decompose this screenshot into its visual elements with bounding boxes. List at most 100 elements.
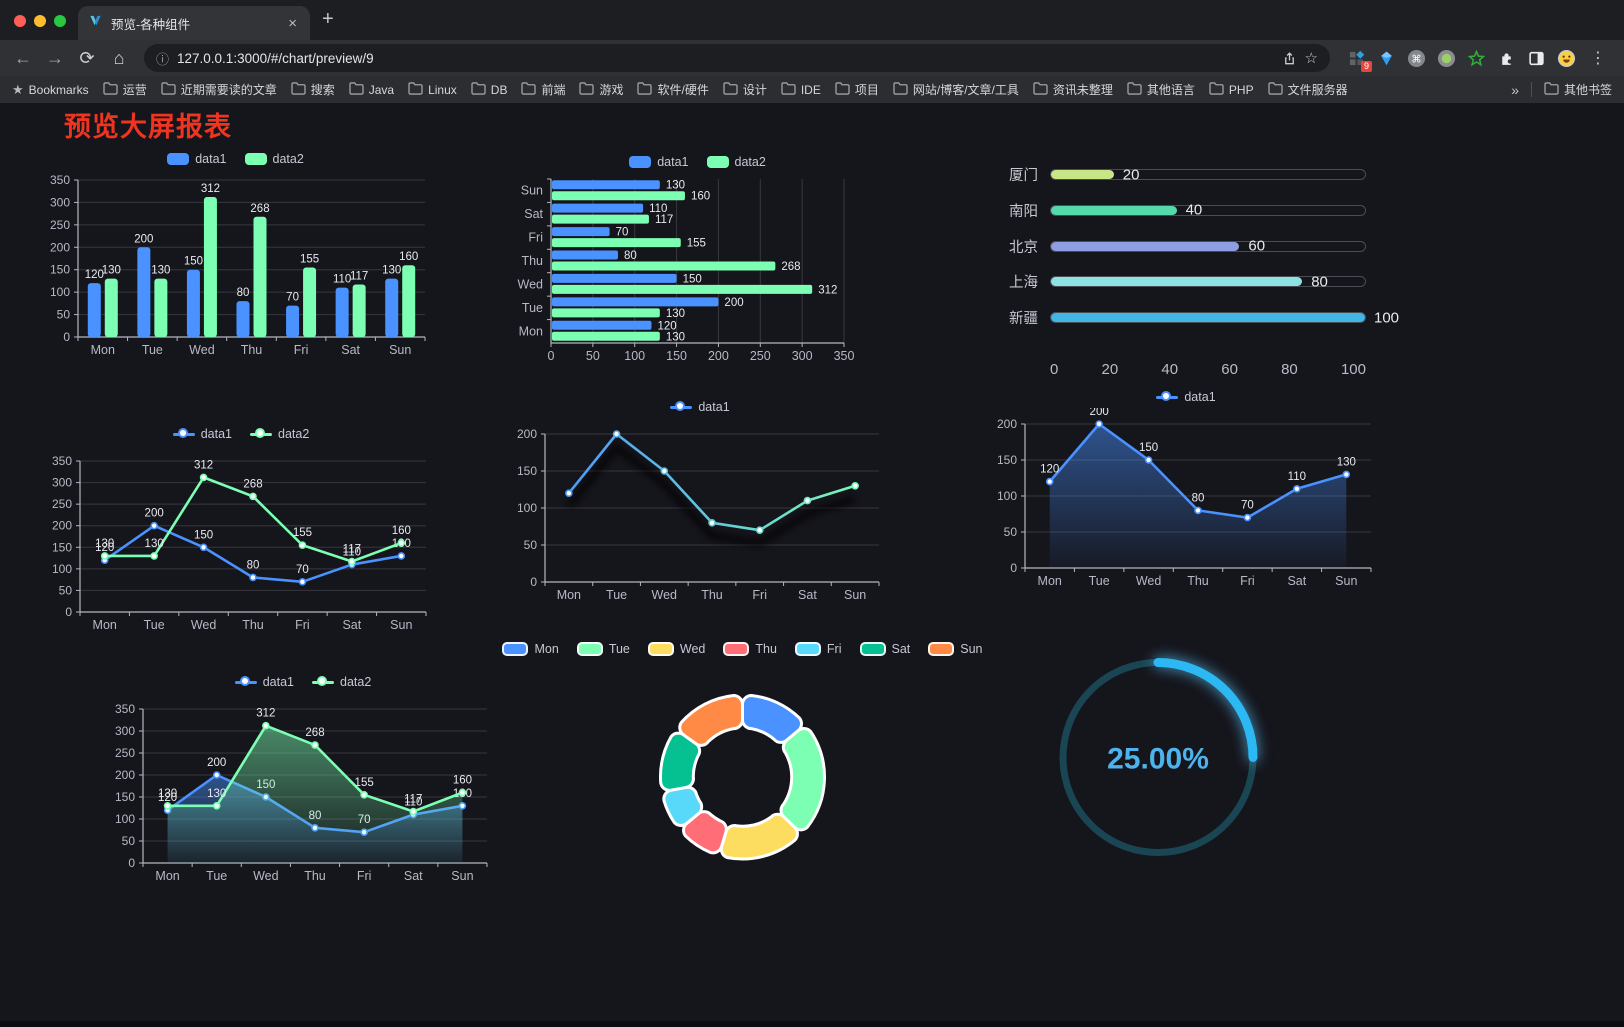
gauge-ring-chart[interactable]: 25.00%	[1038, 641, 1278, 886]
chart-legend[interactable]: data1 data2	[103, 671, 503, 693]
bookmark-star-icon[interactable]: ☆	[1304, 50, 1318, 67]
bookmark-folder[interactable]: IDE	[781, 81, 821, 98]
legend-item-Sat[interactable]: Sat	[859, 642, 910, 656]
progress-value: 20	[1122, 166, 1140, 183]
bookmark-folder[interactable]: 前端	[521, 81, 565, 98]
svg-text:200: 200	[134, 233, 153, 245]
other-bookmarks-folder[interactable]: 其他书签	[1544, 81, 1612, 98]
chart-legend[interactable]: data1 data2	[40, 423, 442, 445]
legend-item-data2[interactable]: data2	[312, 675, 371, 689]
command-extension-icon[interactable]: ⌘	[1406, 48, 1426, 68]
bookmark-folder[interactable]: 资讯未整理	[1033, 81, 1113, 98]
legend-item-data1[interactable]: data1	[167, 152, 227, 166]
legend-item-data1[interactable]: data1	[629, 155, 689, 169]
legend-item-data1[interactable]: data1	[172, 427, 232, 441]
bookmark-folder[interactable]: 游戏	[579, 81, 623, 98]
svg-text:100: 100	[624, 349, 645, 363]
progress-row-上海[interactable]: 上海 80	[988, 273, 1366, 291]
legend-item-data2[interactable]: data2	[250, 427, 309, 441]
bookmark-folder[interactable]: 项目	[835, 81, 879, 98]
progress-bar-chart[interactable]: 厦门 20 南阳 40 北京 60 上海 80 新疆 100 0 20 40 60 80 100	[988, 158, 1399, 386]
bookmark-folder[interactable]: DB	[471, 81, 507, 98]
single-area-line-chart[interactable]: data1 0 50 100 150 200 Mon Tue Wed Thu Fri Sat Sun 12…	[985, 386, 1387, 594]
green-star-extension-icon[interactable]	[1466, 48, 1486, 68]
bookmark-folder[interactable]: Linux	[408, 81, 457, 98]
puzzle-extensions-icon[interactable]	[1496, 48, 1516, 68]
legend-item-Sun[interactable]: Sun	[928, 642, 983, 656]
folder-icon	[835, 81, 850, 98]
bookmark-folder[interactable]: 网站/博客/文章/工具	[893, 81, 1019, 98]
chart-legend[interactable]: data1 data2	[505, 151, 890, 173]
legend-item-data2[interactable]: data2	[706, 155, 766, 169]
legend-item-Tue[interactable]: Tue	[576, 642, 630, 656]
svg-text:Fri: Fri	[357, 869, 372, 883]
bookmarks-overflow-chevron[interactable]: »	[1511, 81, 1519, 98]
progress-label: 厦门	[1009, 168, 1038, 184]
home-button[interactable]: ⌂	[113, 47, 125, 68]
bookmarks-root[interactable]: ★ Bookmarks	[12, 82, 89, 98]
new-tab-button[interactable]: +	[322, 8, 334, 30]
progress-label: 南阳	[1009, 203, 1038, 220]
legend-item-Mon[interactable]: Mon	[502, 642, 559, 656]
legend-item-data2[interactable]: data2	[244, 152, 304, 166]
legend-item-Fri[interactable]: Fri	[794, 642, 842, 656]
back-button[interactable]: ←	[14, 47, 32, 68]
svg-text:150: 150	[517, 464, 537, 478]
svg-text:117: 117	[350, 271, 368, 283]
chart-legend[interactable]: data1 data2	[38, 148, 433, 170]
legend-label: Tue	[608, 642, 630, 656]
bookmark-folder[interactable]: Java	[349, 81, 394, 98]
legend-item-data1[interactable]: data1	[1156, 390, 1216, 404]
svg-text:130: 130	[151, 265, 170, 277]
chart-legend[interactable]: data1	[985, 386, 1387, 408]
bookmark-folder[interactable]: 设计	[723, 81, 767, 98]
gem-extension-icon[interactable]	[1376, 48, 1396, 68]
address-bar[interactable]: ⓘ 127.0.0.1:3000/#/chart/preview/9 ☆	[144, 44, 1330, 72]
legend-item-Thu[interactable]: Thu	[723, 642, 777, 656]
chart-legend[interactable]: Mon Tue Wed Thu Fri Sat Sun	[502, 638, 983, 660]
minimize-window-button[interactable]	[34, 15, 46, 27]
bookmark-folder[interactable]: PHP	[1209, 81, 1254, 98]
svg-text:200: 200	[52, 519, 72, 533]
bookmark-folder-label: IDE	[800, 82, 821, 97]
site-info-icon[interactable]: ⓘ	[156, 51, 170, 67]
bookmark-folder[interactable]: 搜索	[291, 81, 335, 98]
close-window-button[interactable]	[14, 15, 26, 27]
bookmark-folder[interactable]: 其他语言	[1127, 81, 1195, 98]
bookmark-folder-label: 文件服务器	[1287, 83, 1348, 97]
progress-row-北京[interactable]: 北京 60	[988, 238, 1366, 256]
tab-grid-extension-icon[interactable]: 9	[1346, 48, 1372, 72]
gradient-line-chart[interactable]: data1 0 50 100 150 200 Mon Tue Wed Thu Fri Sat Sun	[505, 396, 895, 608]
reload-button[interactable]: ⟳	[79, 47, 95, 68]
two-series-line-chart[interactable]: data1 data2 0 50 100 150 200 250 300 350 Mon Tue Wed…	[40, 423, 442, 638]
progress-row-厦门[interactable]: 厦门 20	[988, 166, 1366, 184]
bookmark-folder[interactable]: 文件服务器	[1267, 81, 1348, 98]
legend-item-data1[interactable]: data1	[234, 675, 294, 689]
chart-legend[interactable]: data1	[505, 396, 895, 418]
two-series-area-chart[interactable]: data1 data2 0 50 100 150 200 250 300 350 Mon Tue Wed…	[103, 671, 503, 889]
side-panel-icon[interactable]	[1526, 48, 1546, 68]
progress-row-南阳[interactable]: 南阳 40	[988, 202, 1366, 220]
zoom-window-button[interactable]	[54, 15, 66, 27]
url-text[interactable]: 127.0.0.1:3000/#/chart/preview/9	[177, 50, 374, 66]
browser-menu-icon[interactable]: ⋮	[1590, 50, 1606, 67]
bookmark-folder[interactable]: 运营	[103, 81, 147, 98]
progress-row-新疆[interactable]: 新疆 100	[988, 309, 1399, 327]
donut-pie-chart[interactable]: Mon Tue Wed Thu Fri Sat Sun	[502, 638, 983, 890]
svg-text:300: 300	[115, 724, 135, 738]
tab-close-icon[interactable]: ×	[288, 14, 297, 32]
browser-tab[interactable]: 预览-各种组件 ×	[78, 6, 310, 40]
svg-text:0: 0	[1010, 561, 1017, 575]
legend-item-Wed[interactable]: Wed	[647, 642, 705, 656]
bookmark-folder[interactable]: 软件/硬件	[637, 81, 709, 98]
share-icon[interactable]	[1282, 51, 1297, 66]
horizontal-bar-chart[interactable]: data1 data2 0 50 100 150 200 250 300 350 Sun 130 160…	[505, 151, 890, 369]
record-extension-icon[interactable]	[1436, 48, 1456, 68]
forward-button[interactable]: →	[46, 47, 64, 68]
legend-label: data1	[1184, 390, 1216, 404]
legend-item-data1[interactable]: data1	[670, 400, 730, 414]
emoji-extension-icon[interactable]	[1556, 48, 1576, 68]
grouped-bar-chart[interactable]: data1 data2 0 50 100 150 200 250 300 350 Mon Tue Wed…	[38, 148, 433, 363]
svg-text:155: 155	[293, 527, 312, 539]
bookmark-folder[interactable]: 近期需要读的文章	[161, 81, 277, 98]
